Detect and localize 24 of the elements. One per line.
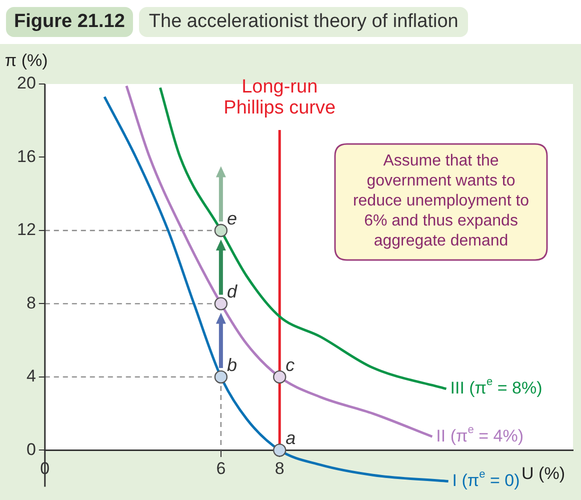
point (273, 444, 286, 457)
point (214, 297, 228, 310)
y-tick-label: 8 (26, 293, 36, 312)
x-axis-title: U (%) (522, 464, 566, 483)
point (214, 224, 228, 238)
y-tick-label: 16 (16, 146, 36, 166)
ref-line-label: Long-run Phillips curve (224, 76, 336, 119)
data-label: a (286, 428, 296, 448)
annotation: Assume that the government wants to reduce unemployment to 6% and thus expands aggregate demand (352, 152, 530, 250)
x-tick-label: 6 (216, 459, 226, 478)
y-tick-label: 12 (16, 220, 36, 240)
data-label: c (286, 354, 295, 375)
chart-subtitle: The accelerationist theory of inflation (138, 7, 468, 37)
chart-title: Figure 21.12 (6, 7, 133, 37)
y-tick-label: 20 (16, 74, 36, 93)
data-label: e (226, 208, 237, 228)
y-axis-title: π (%) (4, 51, 48, 70)
x-tick-label: 8 (274, 459, 284, 478)
point (273, 370, 286, 384)
data-label: b (226, 354, 237, 375)
y-tick-label: 0 (26, 440, 36, 459)
data-label: d (226, 282, 238, 302)
y-tick-label: 4 (26, 366, 36, 386)
point (214, 370, 228, 384)
